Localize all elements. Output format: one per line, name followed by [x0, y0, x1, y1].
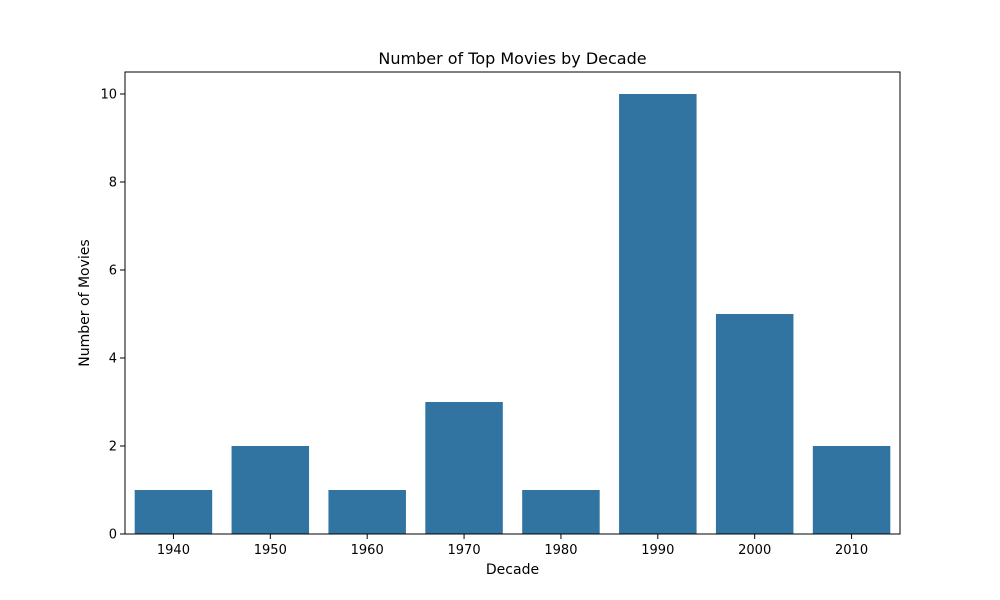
- x-tick-label: 1980: [544, 543, 577, 558]
- x-tick-label: 1970: [448, 543, 481, 558]
- bar-2000: [715, 314, 794, 534]
- x-tick-label: 2010: [835, 543, 868, 558]
- x-tick-label: 1950: [254, 543, 287, 558]
- x-axis-title: Decade: [486, 562, 539, 578]
- x-axis: 1940 1950 1960 1970 1980 1990 2000 2010: [157, 534, 868, 558]
- y-tick-label: 8: [109, 176, 117, 191]
- bar-2010: [812, 446, 891, 534]
- bar-1970: [425, 402, 503, 534]
- x-tick-label: 1960: [351, 543, 384, 558]
- bar-1960: [328, 490, 406, 534]
- y-tick-label: 4: [109, 352, 117, 367]
- bar-1940: [134, 490, 213, 534]
- y-axis-title: Number of Movies: [77, 239, 93, 366]
- x-tick-label: 1940: [157, 543, 190, 558]
- bar-1990: [619, 94, 697, 534]
- plot-frame: [124, 71, 901, 535]
- x-tick-label: 1990: [641, 543, 674, 558]
- chart-title: Number of Top Movies by Decade: [378, 49, 646, 68]
- y-tick-label: 0: [109, 528, 117, 543]
- y-tick-label: 10: [100, 88, 117, 103]
- x-tick-label: 2000: [738, 543, 771, 558]
- y-axis: 0 2 4 6 8 10: [100, 88, 125, 543]
- y-tick-label: 6: [109, 264, 117, 279]
- y-tick-label: 2: [109, 440, 117, 455]
- bar-1980: [522, 490, 600, 534]
- bars-group: [134, 94, 891, 534]
- bar-1950: [231, 446, 310, 534]
